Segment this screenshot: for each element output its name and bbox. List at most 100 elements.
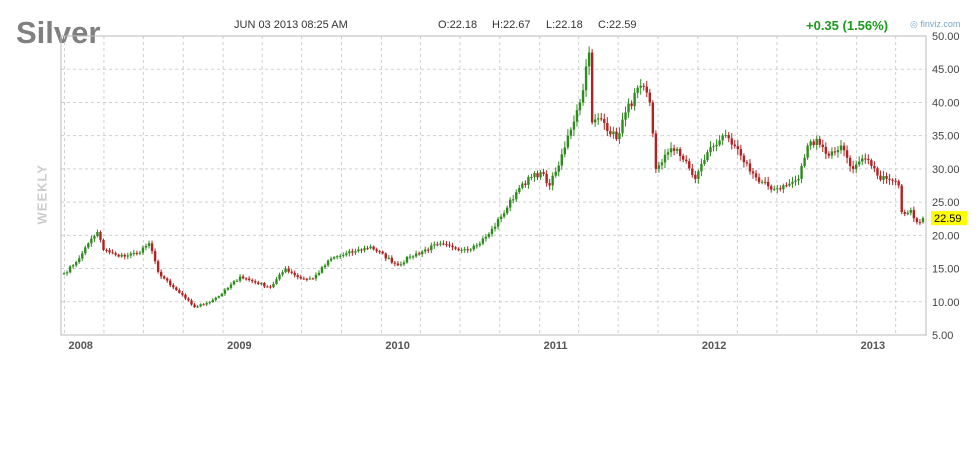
candle-body (354, 251, 357, 253)
candle-body (290, 271, 293, 273)
candle-body (81, 253, 84, 259)
candle-body (597, 118, 600, 120)
candle-body (141, 247, 145, 253)
candle-body (587, 52, 591, 67)
close-price: C:22.59 (598, 19, 637, 31)
candle-body (263, 282, 266, 287)
candle-body (448, 244, 451, 246)
candle-body (551, 175, 554, 186)
candle-body (654, 133, 658, 169)
candle-body (505, 207, 509, 214)
candle-body (251, 279, 254, 282)
candle-body (62, 273, 66, 275)
candle-body (153, 251, 157, 262)
candle-body (864, 158, 867, 160)
candle-body (427, 249, 430, 251)
candle-body (584, 66, 588, 91)
candle-body (854, 164, 858, 169)
candle-body (727, 135, 730, 139)
candle-body (848, 157, 852, 167)
candle-body (162, 276, 166, 279)
candle-body (150, 243, 154, 252)
candle-body (424, 249, 427, 252)
candle-body (508, 199, 512, 208)
candle-body (909, 210, 913, 213)
candle-body (918, 222, 922, 224)
ticker-symbol: Silver (16, 15, 101, 50)
candle-body (824, 146, 828, 154)
candle-body (305, 278, 309, 280)
candle-body (842, 145, 846, 151)
candle-body (754, 173, 758, 178)
brand-link[interactable]: ◎ finviz.com (910, 19, 960, 30)
candle-body (193, 304, 196, 308)
candle-body (912, 210, 916, 219)
candle-body (126, 255, 129, 257)
candle-body (460, 249, 463, 251)
candle-body (487, 234, 491, 237)
x-tick-label: 2011 (544, 340, 568, 352)
candle-body (739, 149, 743, 156)
x-tick-label: 2012 (702, 340, 726, 352)
candle-body (512, 199, 515, 201)
candle-body (888, 178, 891, 180)
candle-body (648, 92, 652, 103)
candle-body (454, 247, 457, 249)
candle-body (314, 274, 318, 279)
candle-body (366, 248, 369, 250)
candle-body (114, 253, 117, 255)
candle-body (706, 152, 709, 161)
candle-body (760, 181, 764, 183)
candle-body (481, 238, 485, 244)
candle-body (335, 256, 339, 258)
candle-body (117, 254, 120, 257)
candle-body (566, 135, 570, 148)
candle-body (475, 245, 479, 247)
candle-body (900, 185, 903, 213)
candle-body (915, 218, 919, 223)
candle-body (593, 119, 597, 123)
candle-body (827, 153, 831, 156)
candle-body (903, 212, 906, 214)
candle-body (718, 140, 721, 145)
candle-body (724, 135, 727, 137)
candle-body (317, 272, 321, 275)
candle-body (396, 263, 400, 266)
candle-body (748, 163, 752, 172)
candle-body (311, 278, 315, 280)
y-tick-label: 25.00 (932, 197, 960, 209)
candle-body (636, 87, 639, 93)
candle-body (809, 141, 812, 146)
candle-body (527, 177, 530, 185)
plot-frame (60, 35, 927, 336)
candle-body (651, 102, 655, 134)
candle-body (499, 216, 503, 220)
candle-body (74, 262, 78, 266)
candle-body (493, 226, 497, 229)
candle-body (800, 165, 803, 179)
open-price: O:22.18 (438, 19, 478, 31)
candle-body (861, 158, 864, 162)
candle-body (545, 173, 548, 184)
candle-body (93, 236, 96, 239)
candle-body (390, 257, 394, 263)
candle-body (430, 245, 433, 251)
candle-body (190, 300, 193, 305)
candle-body (821, 144, 825, 147)
candle-body (78, 258, 81, 263)
candle-body (736, 146, 740, 150)
candle-body (581, 90, 585, 103)
candle-body (272, 283, 275, 288)
candle-body (633, 92, 636, 107)
candle-body (369, 246, 372, 249)
price-change: +0.35 (1.56%) (806, 18, 889, 33)
candle-body (763, 181, 767, 183)
candle-body (921, 218, 925, 223)
candle-body (830, 151, 834, 156)
candle-body (217, 296, 221, 298)
candle-body (836, 150, 840, 153)
candle-body (96, 232, 99, 237)
candle-body (175, 287, 178, 291)
candle-body (238, 276, 242, 281)
